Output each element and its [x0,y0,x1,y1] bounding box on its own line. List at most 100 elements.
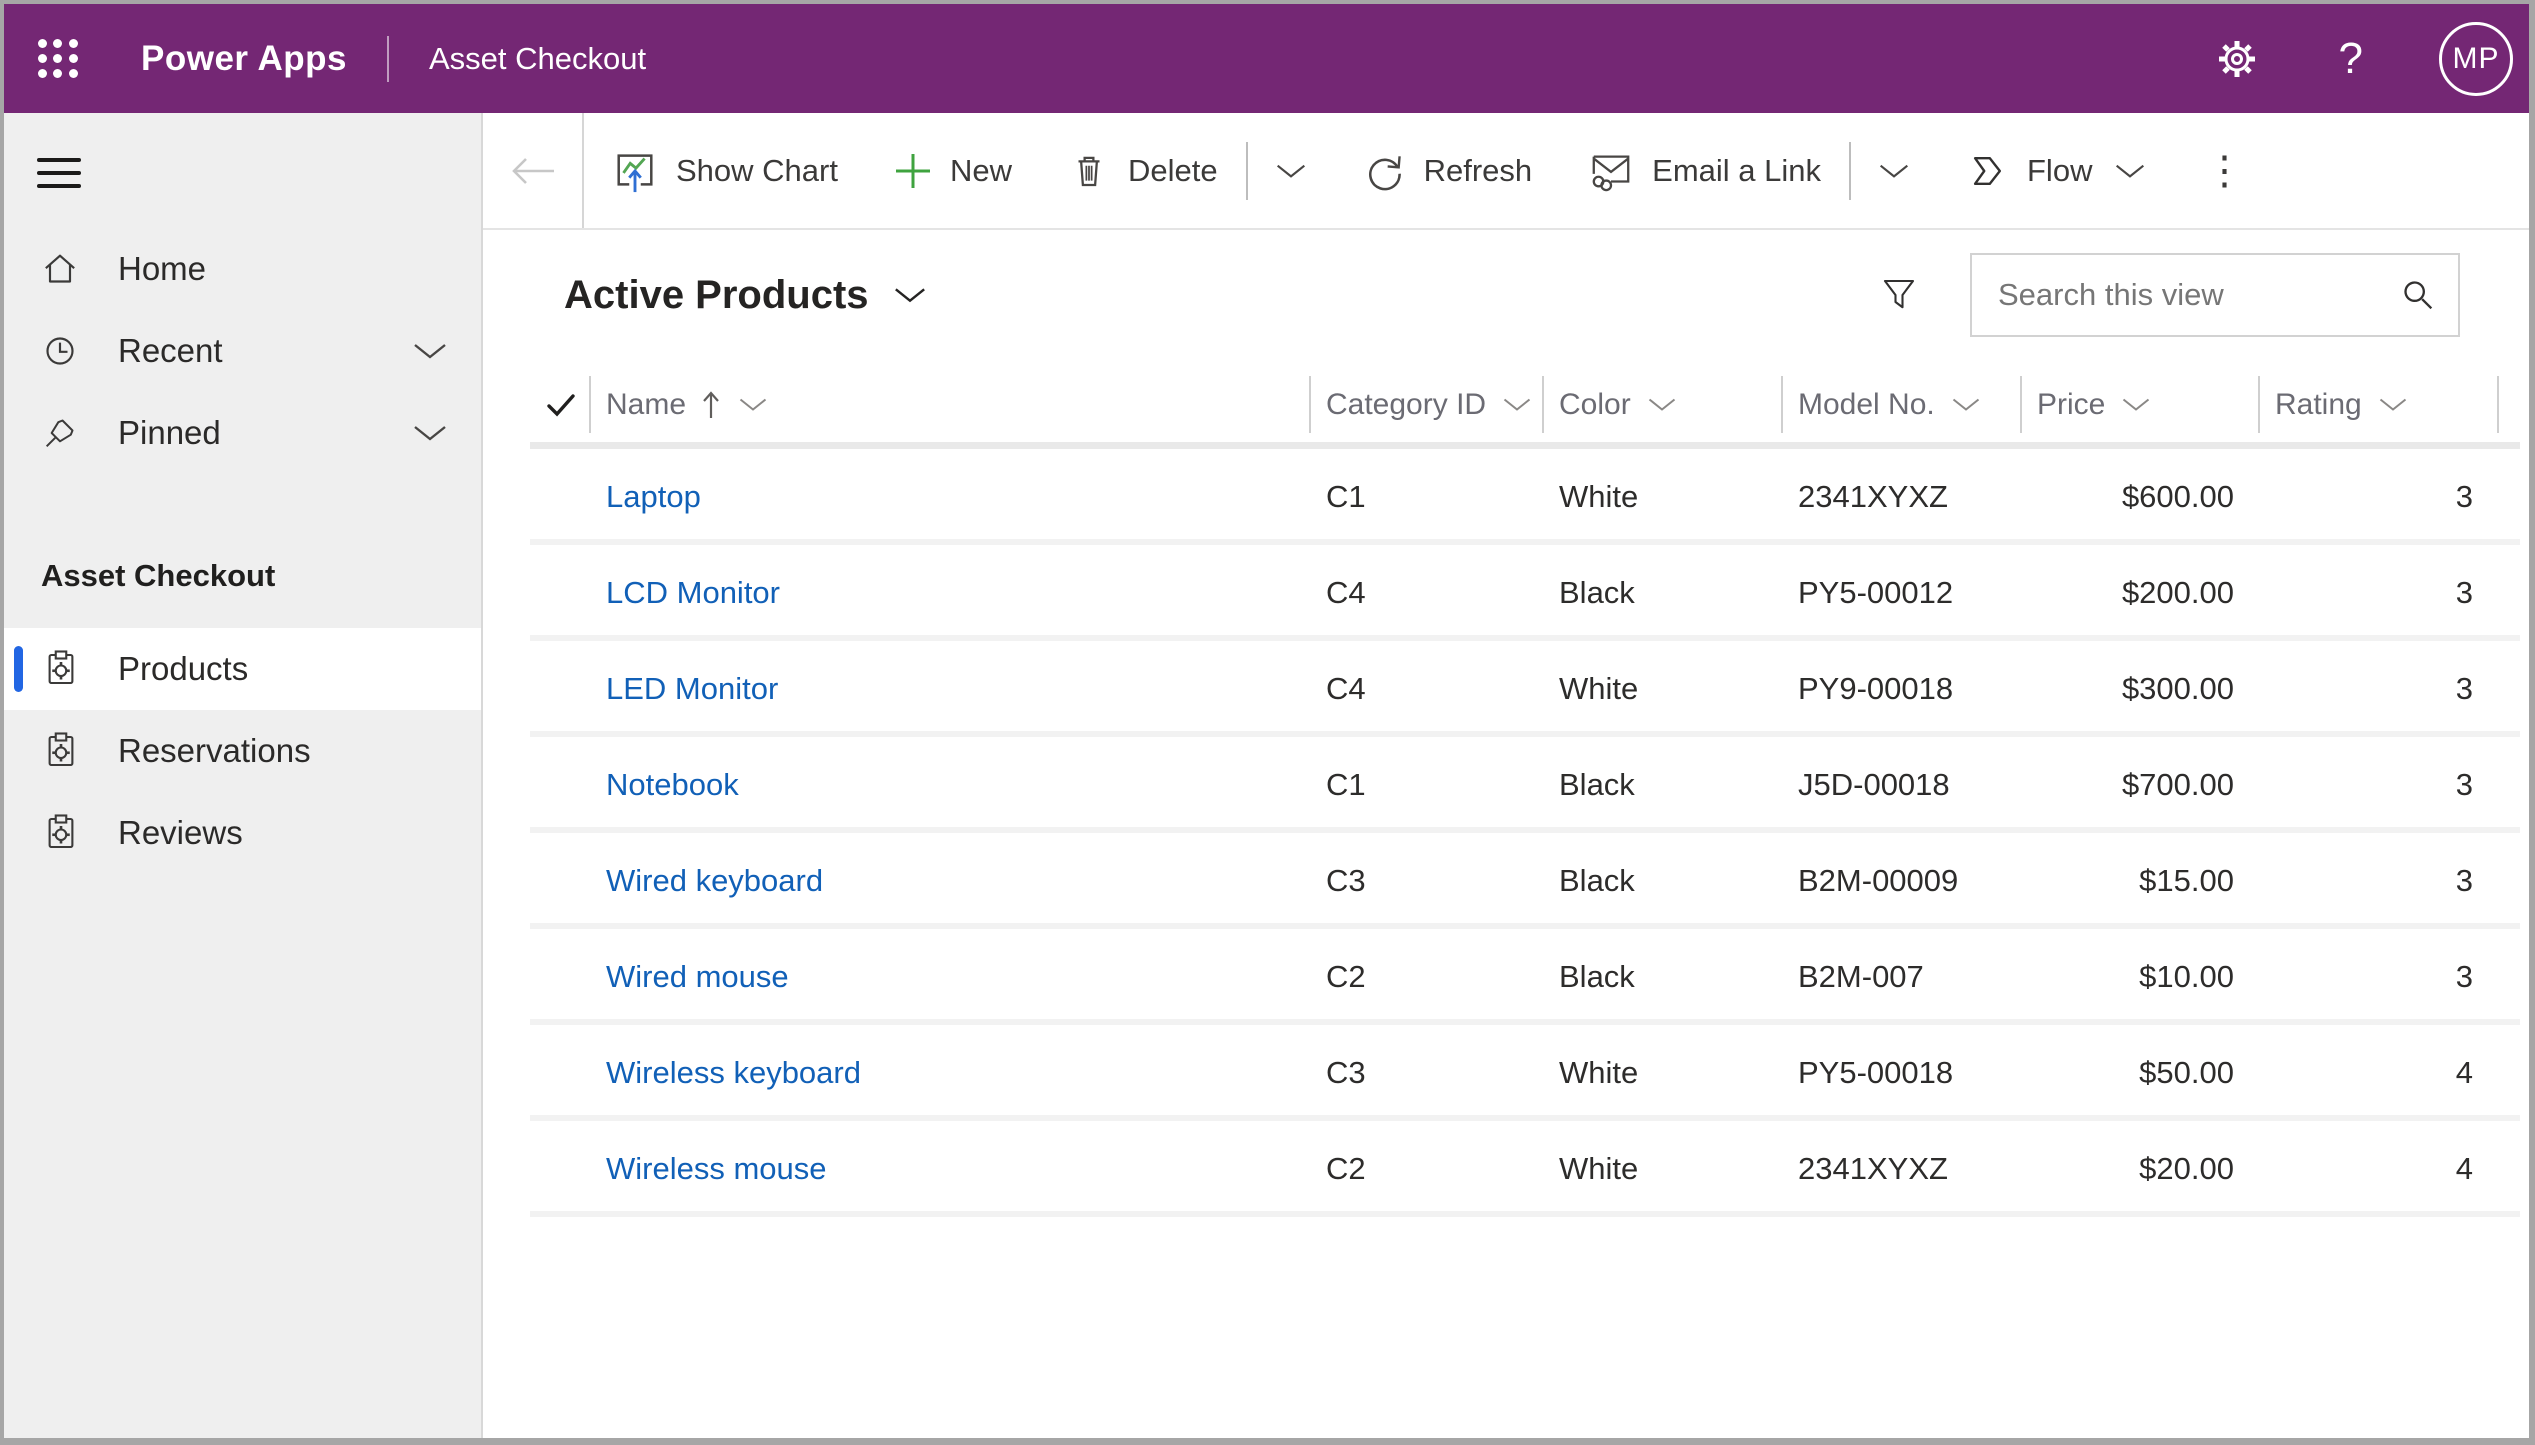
record-link[interactable]: Laptop [606,479,701,514]
avatar[interactable]: MP [2439,21,2513,96]
record-link[interactable]: Notebook [606,767,739,802]
row-select-gutter[interactable] [483,737,589,833]
search-input[interactable] [1998,277,2398,313]
pin-icon [40,413,80,453]
flow-menu-chevron[interactable] [2114,162,2146,180]
chevron-down-icon [893,285,927,305]
cell-price: $20.00 [2139,1151,2234,1186]
row-select-gutter[interactable] [483,929,589,1025]
sidebar-item-pinned[interactable]: Pinned [4,392,481,474]
select-all-checkbox[interactable] [483,360,589,449]
cell-rating: 3 [2455,959,2473,994]
filter-funnel-icon[interactable] [1878,274,1920,316]
row-select-gutter[interactable] [483,1121,589,1217]
cell-category-id: C2 [1326,1151,1366,1186]
sidebar-item-reservations[interactable]: Reservations [4,710,481,792]
app-name[interactable]: Asset Checkout [428,40,647,76]
clipboard-gear-icon [40,648,82,690]
table-row[interactable]: LED Monitor C4 White PY9-00018 $300.00 3 [483,641,2529,737]
cell-color: Black [1559,767,1635,802]
refresh-button[interactable]: Refresh [1334,113,1561,228]
cell-model-no: 2341XYXZ [1798,479,1948,514]
chevron-down-icon[interactable] [2378,396,2408,413]
cell-rating: 3 [2455,863,2473,898]
cell-price: $15.00 [2139,863,2234,898]
cell-rating: 3 [2455,671,2473,706]
column-header-category-id[interactable]: Category ID [1309,360,1542,449]
record-link[interactable]: LCD Monitor [606,575,780,610]
table-row[interactable]: Wired mouse C2 Black B2M-007 $10.00 3 [483,929,2529,1025]
sidebar-item-home[interactable]: Home [4,228,481,310]
column-header-model-no[interactable]: Model No. [1781,360,2020,449]
show-chart-button[interactable]: Show Chart [584,113,866,228]
table-row[interactable]: Wireless mouse C2 White 2341XYXZ $20.00 … [483,1121,2529,1217]
home-icon [40,249,80,289]
table-row[interactable]: Laptop C1 White 2341XYXZ $600.00 3 [483,449,2529,545]
chart-icon [612,148,658,194]
plus-icon [894,152,932,190]
cell-price: $600.00 [2121,479,2234,514]
row-select-gutter[interactable] [483,833,589,929]
column-header-rating[interactable]: Rating [2258,360,2497,449]
chevron-down-icon[interactable] [1951,396,1981,413]
record-link[interactable]: LED Monitor [606,671,779,706]
flow-button[interactable]: Flow [1937,113,2174,228]
table-row[interactable]: Notebook C1 Black J5D-00018 $700.00 3 [483,737,2529,833]
email-split-chevron[interactable] [1851,113,1937,228]
email-a-link-button[interactable]: Email a Link [1560,113,1849,228]
record-link[interactable]: Wired mouse [606,959,789,994]
cell-price: $50.00 [2139,1055,2234,1090]
sidebar-item-products[interactable]: Products [4,628,481,710]
row-select-gutter[interactable] [483,1025,589,1121]
delete-split-chevron[interactable] [1248,113,1334,228]
sidebar-item-recent[interactable]: Recent [4,310,481,392]
chevron-down-icon[interactable] [2121,396,2151,413]
row-select-gutter[interactable] [483,449,589,545]
chevron-down-icon[interactable] [412,341,448,361]
hamburger-icon[interactable] [37,158,81,188]
row-select-gutter[interactable] [483,545,589,641]
sidebar-item-label: Products [118,650,249,687]
new-button[interactable]: New [866,113,1040,228]
row-select-gutter[interactable] [483,641,589,737]
column-header-name[interactable]: Name [589,360,1309,449]
sidebar-item-label: Recent [118,332,223,369]
column-header-price[interactable]: Price [2020,360,2258,449]
column-header-spacer [2497,360,2529,449]
chevron-down-icon[interactable] [1647,396,1677,413]
delete-label: Delete [1127,152,1218,188]
row-separator [530,635,2520,641]
table-row[interactable]: Wired keyboard C3 Black B2M-00009 $15.00… [483,833,2529,929]
record-link[interactable]: Wireless keyboard [606,1055,861,1090]
cell-color: Black [1559,959,1635,994]
gear-icon[interactable] [2213,35,2261,83]
new-label: New [949,152,1012,188]
cell-model-no: B2M-007 [1798,959,1924,994]
help-icon[interactable]: ? [2338,33,2363,83]
commandbar-divider [1245,141,1248,200]
record-link[interactable]: Wired keyboard [606,863,824,898]
sidebar-item-reviews[interactable]: Reviews [4,792,481,874]
search-icon[interactable] [2398,275,2438,315]
table-row[interactable]: Wireless keyboard C3 White PY5-00018 $50… [483,1025,2529,1121]
clipboard-gear-icon [40,812,82,854]
delete-button[interactable]: Delete [1040,113,1246,228]
cell-rating: 3 [2455,575,2473,610]
cell-price: $200.00 [2121,575,2234,610]
chevron-down-icon[interactable] [1502,396,1532,413]
sidebar-item-label: Reservations [118,732,311,769]
column-header-color[interactable]: Color [1542,360,1781,449]
back-button[interactable] [483,113,582,228]
more-commands-icon[interactable]: ⋮ [2204,148,2245,193]
table-row[interactable]: LCD Monitor C4 Black PY5-00012 $200.00 3 [483,545,2529,641]
chevron-down-icon[interactable] [738,396,768,413]
cell-price: $10.00 [2139,959,2234,994]
view-selector[interactable]: Active Products [564,273,927,318]
search-box [1970,253,2460,337]
waffle-icon[interactable] [35,36,81,82]
record-link[interactable]: Wireless mouse [606,1151,827,1186]
cell-color: Black [1559,863,1635,898]
refresh-label: Refresh [1423,152,1533,188]
chevron-down-icon[interactable] [412,423,448,443]
